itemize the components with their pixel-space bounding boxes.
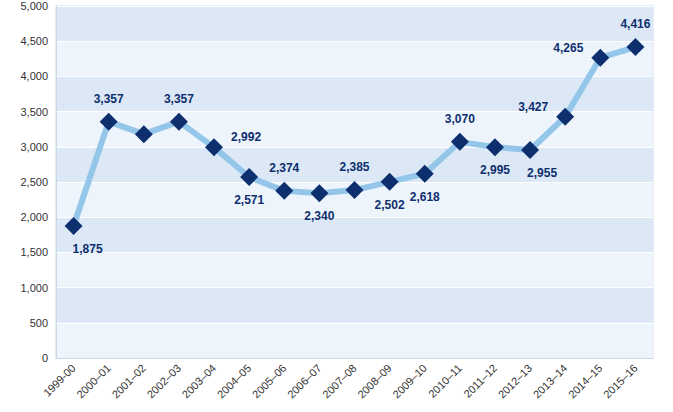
svg-text:4,265: 4,265: [553, 41, 583, 55]
svg-text:1,000: 1,000: [20, 282, 48, 294]
svg-text:0: 0: [42, 352, 48, 364]
svg-text:2009–10: 2009–10: [390, 362, 429, 401]
svg-text:3,500: 3,500: [20, 106, 48, 118]
svg-text:4,416: 4,416: [620, 17, 650, 31]
svg-text:5,000: 5,000: [20, 0, 48, 12]
svg-text:1,500: 1,500: [20, 246, 48, 258]
svg-text:2,340: 2,340: [304, 209, 334, 223]
svg-text:2000–01: 2000–01: [74, 362, 113, 401]
svg-text:2006–07: 2006–07: [285, 362, 324, 401]
svg-text:2,995: 2,995: [480, 163, 510, 177]
svg-text:2014–15: 2014–15: [566, 362, 605, 401]
svg-text:1999-00: 1999-00: [41, 362, 78, 399]
svg-text:2013–14: 2013–14: [531, 362, 570, 401]
svg-text:2004–05: 2004–05: [215, 362, 254, 401]
svg-text:3,070: 3,070: [445, 112, 475, 126]
svg-text:2,385: 2,385: [339, 160, 369, 174]
svg-text:3,000: 3,000: [20, 141, 48, 153]
svg-text:3,357: 3,357: [94, 92, 124, 106]
svg-text:2005–06: 2005–06: [250, 362, 289, 401]
svg-text:2,374: 2,374: [269, 161, 299, 175]
svg-text:2015–16: 2015–16: [601, 362, 640, 401]
svg-text:2008–09: 2008–09: [355, 362, 394, 401]
svg-text:2,992: 2,992: [231, 130, 261, 144]
svg-text:2010–11: 2010–11: [426, 362, 464, 400]
svg-text:3,357: 3,357: [164, 92, 194, 106]
svg-text:1,875: 1,875: [73, 242, 103, 256]
svg-text:4,500: 4,500: [20, 35, 48, 47]
svg-text:4,000: 4,000: [20, 70, 48, 82]
svg-text:2011–12: 2011–12: [461, 362, 499, 400]
svg-text:2,502: 2,502: [375, 198, 405, 212]
svg-text:2003–04: 2003–04: [180, 362, 219, 401]
svg-text:2,955: 2,955: [527, 166, 557, 180]
svg-text:2007–08: 2007–08: [320, 362, 359, 401]
svg-text:2,500: 2,500: [20, 176, 48, 188]
svg-text:2002–03: 2002–03: [144, 362, 183, 401]
svg-text:2,571: 2,571: [234, 193, 264, 207]
svg-text:500: 500: [30, 317, 48, 329]
svg-text:3,427: 3,427: [518, 100, 548, 114]
svg-text:2012–13: 2012–13: [496, 362, 535, 401]
svg-text:2,618: 2,618: [410, 190, 440, 204]
svg-text:2,000: 2,000: [20, 211, 48, 223]
svg-text:2001–02: 2001–02: [109, 362, 148, 401]
